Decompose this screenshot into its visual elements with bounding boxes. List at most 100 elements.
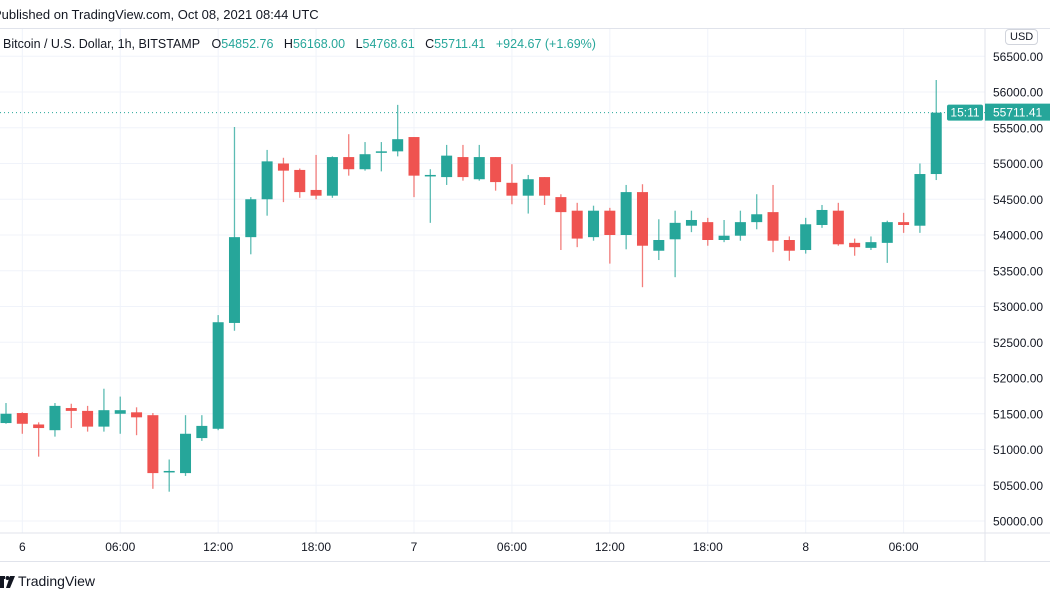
candle bbox=[832, 202, 844, 246]
candle bbox=[147, 413, 159, 489]
candle bbox=[620, 184, 632, 250]
price-tick-label: 54500.00 bbox=[993, 193, 1043, 207]
candle-body bbox=[49, 405, 61, 431]
time-tick-label: 06:00 bbox=[889, 540, 919, 554]
candle-body bbox=[555, 197, 567, 213]
symbol-legend: Bitcoin / U.S. Dollar, 1h, BITSTAMP O548… bbox=[3, 37, 603, 51]
candle bbox=[800, 217, 812, 254]
high-label: H bbox=[283, 37, 293, 51]
open-label: O bbox=[211, 37, 222, 51]
candle-body bbox=[767, 212, 779, 241]
price-tick-label: 55500.00 bbox=[993, 121, 1043, 135]
candle bbox=[65, 403, 77, 429]
price-tick-label: 55000.00 bbox=[993, 157, 1043, 171]
candle-body bbox=[849, 242, 861, 248]
candle bbox=[506, 164, 518, 205]
candle bbox=[604, 207, 616, 264]
candle-body bbox=[310, 189, 322, 196]
candle-body bbox=[522, 179, 534, 196]
high-value: 56168.00 bbox=[292, 37, 346, 51]
candle bbox=[196, 415, 208, 441]
candle-body bbox=[506, 182, 518, 196]
candle bbox=[82, 405, 94, 432]
candle-body bbox=[131, 412, 143, 418]
candle-body bbox=[261, 161, 273, 200]
candle bbox=[180, 415, 192, 476]
candle bbox=[816, 204, 828, 228]
footer-brand[interactable]: TradingView bbox=[18, 573, 96, 589]
candle-body bbox=[98, 410, 110, 427]
change-value: +924.67 (+1.69%) bbox=[495, 37, 596, 51]
candle bbox=[555, 194, 567, 251]
time-tick-label: 12:00 bbox=[595, 540, 625, 554]
time-tick-label: 06:00 bbox=[105, 540, 135, 554]
candle bbox=[865, 236, 877, 251]
price-tick-label: 50000.00 bbox=[993, 515, 1043, 529]
candle-body bbox=[392, 139, 404, 152]
candle-body bbox=[865, 242, 877, 248]
time-tick-label: 12:00 bbox=[203, 540, 233, 554]
candle bbox=[441, 144, 453, 185]
candle bbox=[375, 142, 387, 172]
candlestick-chart[interactable]: 50000.00 50500.00 51000.00 51500.00 52000.00… bbox=[0, 0, 1050, 561]
candle-body bbox=[457, 157, 469, 178]
candle bbox=[326, 156, 338, 198]
candle-body bbox=[441, 155, 453, 178]
candles bbox=[0, 79, 942, 492]
candle bbox=[131, 407, 143, 436]
candle-body bbox=[800, 224, 812, 251]
candle bbox=[343, 134, 355, 176]
candle-body bbox=[653, 240, 665, 251]
candle-body bbox=[816, 209, 828, 225]
candle-body bbox=[359, 154, 371, 170]
candle-body bbox=[33, 424, 45, 429]
candle-body bbox=[881, 222, 893, 243]
candle bbox=[33, 422, 45, 457]
chart-pane[interactable] bbox=[0, 28, 1050, 561]
candle bbox=[98, 388, 110, 432]
candle bbox=[424, 169, 436, 223]
candle bbox=[881, 220, 893, 263]
currency-badge[interactable]: USD bbox=[1005, 29, 1039, 45]
candle-body bbox=[163, 470, 175, 473]
candle-body bbox=[669, 222, 681, 240]
candle bbox=[783, 236, 795, 261]
candle bbox=[571, 202, 583, 248]
candle-body bbox=[408, 137, 420, 176]
candle-body bbox=[343, 157, 355, 170]
candle bbox=[490, 157, 502, 191]
candle bbox=[408, 137, 420, 198]
candle bbox=[685, 210, 697, 233]
last-price-label: 55711.41 bbox=[993, 106, 1042, 120]
tradingview-logo-icon bbox=[0, 576, 15, 588]
candle-body bbox=[930, 112, 942, 175]
candle bbox=[718, 219, 730, 243]
candle bbox=[669, 210, 681, 278]
time-tick-label: 18:00 bbox=[301, 540, 331, 554]
candle bbox=[930, 79, 942, 181]
candle-body bbox=[539, 177, 551, 196]
candle-body bbox=[832, 210, 844, 245]
candle-body bbox=[751, 214, 763, 223]
price-tick-label: 56500.00 bbox=[993, 50, 1043, 64]
close-label: C bbox=[425, 37, 435, 51]
candle bbox=[539, 177, 551, 205]
bar-countdown-label: 15:11 bbox=[950, 106, 979, 120]
candle-body bbox=[490, 157, 502, 183]
candle-body bbox=[571, 210, 583, 239]
candle-body bbox=[82, 410, 94, 427]
price-tick-label: 51500.00 bbox=[993, 407, 1043, 421]
candle bbox=[734, 210, 746, 241]
candle-body bbox=[685, 219, 697, 226]
candle bbox=[636, 184, 648, 288]
price-tick-label: 53500.00 bbox=[993, 264, 1043, 278]
candle bbox=[163, 459, 175, 492]
candle bbox=[228, 127, 240, 331]
candle-body bbox=[718, 235, 730, 241]
candle-body bbox=[702, 222, 714, 241]
symbol-title[interactable]: Bitcoin / U.S. Dollar, 1h, BITSTAMP bbox=[3, 37, 201, 51]
bar-countdown-box bbox=[947, 104, 983, 121]
candle-body bbox=[604, 210, 616, 235]
candle bbox=[767, 184, 779, 253]
price-axis: 50000.00 50500.00 51000.00 51500.00 52000.00… bbox=[984, 29, 1043, 561]
